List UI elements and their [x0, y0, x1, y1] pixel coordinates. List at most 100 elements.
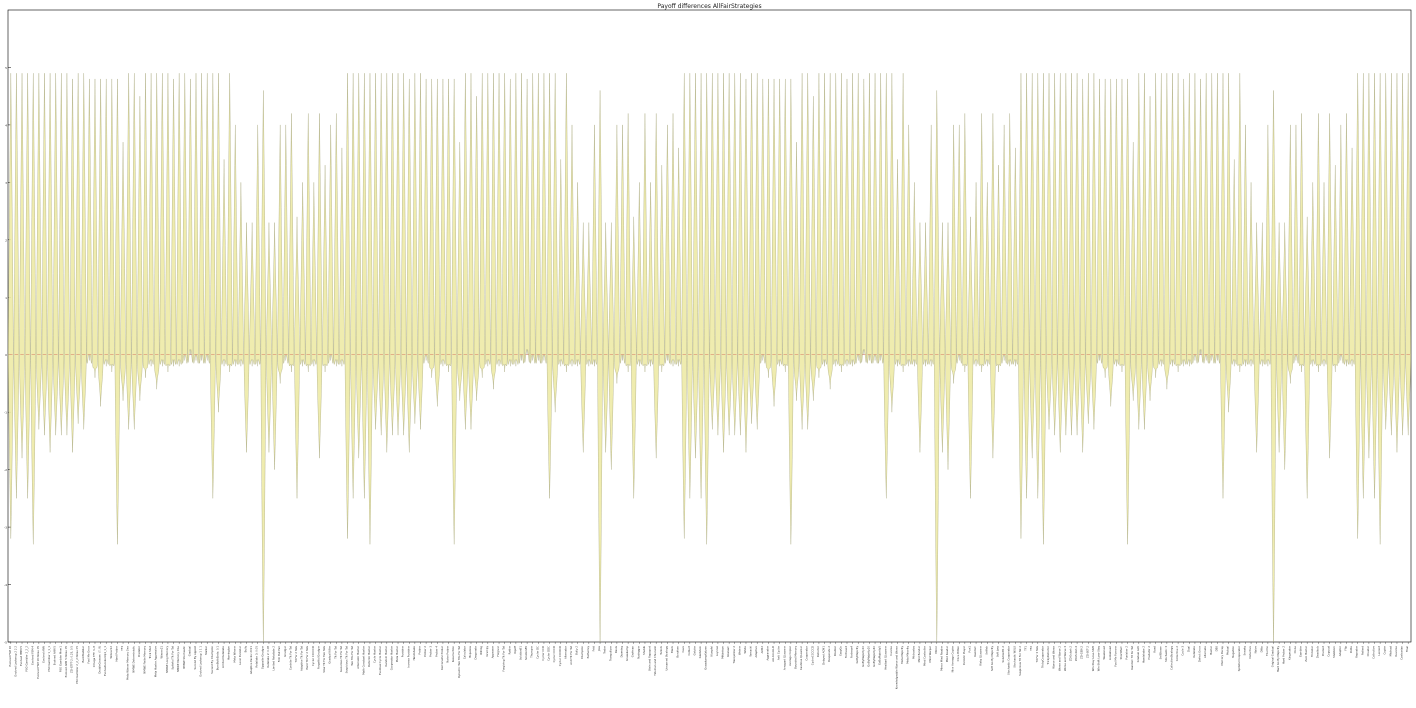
violin-body: [473, 96, 480, 401]
x-tick-label: Meta Winner Memory One: [126, 646, 130, 680]
violin-body: [8, 73, 14, 539]
violin-body: [170, 78, 177, 367]
violin-body: [844, 78, 850, 367]
violin-body: [670, 113, 676, 367]
violin-body: [1152, 73, 1159, 378]
x-tick-label: Rowsam: [726, 646, 730, 657]
x-tick-label: Prudent: [1321, 646, 1325, 656]
violin-body: [1091, 73, 1097, 430]
x-tick-label: Gradual Anti: [1136, 646, 1140, 663]
x-tick-label: Cycler CCCDCD: [558, 646, 562, 666]
x-tick-label: Gradual Killer: [328, 645, 332, 664]
violin-body: [995, 165, 1002, 372]
violin-body: [597, 90, 603, 643]
x-tick-label: Meta Majority: [900, 646, 904, 664]
x-tick-label: Worse and Worse: [1052, 646, 1056, 669]
x-tick-label: Tranquilizer 2: [732, 646, 736, 664]
violin-body: [19, 73, 25, 459]
violin-body: [131, 73, 137, 430]
x-tick-label: BackStabber: [81, 645, 85, 662]
violin-body: [142, 73, 149, 378]
x-tick-label: Soft Joss: [996, 645, 1000, 657]
violin-body: [1158, 73, 1164, 367]
x-tick-label: Negation: [1231, 646, 1235, 658]
x-tick-label: Repeater: [1355, 645, 1359, 658]
x-tick-label: Periodic Player: [962, 645, 966, 665]
violin-body: [243, 222, 250, 453]
x-tick-label: Adaptive Tit For Tat: [300, 646, 304, 671]
violin-body: [1220, 73, 1226, 499]
violin-body: [776, 78, 783, 367]
x-tick-label: NMWE Finite Memory: [142, 646, 146, 674]
x-tick-label: TF2: [1029, 646, 1033, 651]
violin-body: [1248, 182, 1254, 367]
x-tick-label: Black: [670, 646, 674, 654]
violin-body: [1012, 147, 1019, 367]
violin-body: [277, 124, 283, 384]
violin-body: [299, 182, 306, 367]
x-tick-label: Meta Winner: [232, 645, 236, 662]
x-tick-label: Retaliate: [1192, 646, 1196, 658]
x-tick-label: Bully: [244, 646, 248, 653]
violin-body: [720, 73, 727, 453]
x-tick-label: Gradual: [187, 646, 191, 657]
x-tick-label: Hard Prober 2: [1282, 646, 1286, 664]
violin-body: [165, 73, 171, 372]
x-tick-label: Delayed AON1: [822, 646, 826, 665]
violin-body: [805, 73, 811, 430]
violin-body: [176, 73, 182, 367]
y-tick-label: -5: [4, 641, 7, 645]
x-tick-label: Evolved FSM 4: [30, 646, 34, 665]
violin-body: [1057, 73, 1063, 453]
violin-body: [619, 124, 626, 364]
violin-body: [726, 73, 732, 436]
x-tick-label: Clone: [1293, 646, 1297, 654]
x-tick-label: Prober 4: [434, 646, 438, 657]
x-tick-label: NMWE Long Memory: [165, 646, 169, 673]
x-tick-label: Naive: [1254, 646, 1258, 654]
violin-body: [939, 222, 946, 453]
x-tick-label: GoByMajority20: [866, 646, 870, 667]
violin-body: [1343, 113, 1350, 367]
violin-body: [30, 73, 36, 545]
x-tick-label: Davis: [614, 645, 618, 653]
x-tick-label: Contrarian: [1400, 646, 1404, 660]
x-tick-label: DBS: [1214, 646, 1218, 652]
x-tick-label: Stalker: [204, 645, 208, 655]
x-tick-label: PSO Gambler Mem1: [58, 646, 62, 672]
x-tick-label: Evolved ANN 5: [53, 646, 57, 666]
x-tick-label: Evolved FSM 16 Noise 05: [36, 646, 40, 679]
violin-body: [760, 78, 766, 364]
x-tick-label: Final: [1405, 646, 1409, 652]
x-tick-label: Patient: [1360, 646, 1364, 655]
x-tick-label: Suspicious Tit For Tat: [345, 646, 349, 673]
violin-body: [81, 73, 87, 430]
x-tick-label: GoByMajority: [855, 646, 859, 664]
violin-body: [636, 182, 643, 367]
violin-body: [333, 113, 340, 367]
violin-body: [675, 147, 682, 367]
violin-body: [109, 78, 115, 372]
x-tick-label: Mirror Mind Reader: [939, 645, 943, 671]
x-tick-label: Tranquilizer: [608, 645, 612, 661]
violin-body: [1181, 78, 1187, 367]
x-tick-label: Limited Retaliate 2: [272, 646, 276, 671]
x-tick-label: EasyGo: [838, 646, 842, 656]
x-tick-label: ZD-Extort-4: [1074, 646, 1078, 662]
violin-body: [956, 124, 962, 364]
violin-body: [698, 73, 704, 499]
chart-title: Payoff differences AllFairStrategies: [657, 3, 761, 10]
x-tick-label: Resurrection: [451, 646, 455, 663]
x-tick-label: Dynamic Two Tits For Tat: [457, 646, 461, 678]
violin-body: [13, 73, 20, 499]
violin-body: [950, 124, 957, 384]
violin-body: [1371, 73, 1378, 499]
violin-body: [24, 73, 31, 499]
violin-body: [692, 73, 699, 459]
violin-body: [182, 73, 188, 364]
violin-body: [586, 222, 592, 367]
x-tick-label: TrickyCooperator: [1040, 645, 1044, 668]
violin-body: [793, 142, 800, 401]
violin-body: [1366, 73, 1372, 459]
x-tick-label: Yamachi: [749, 646, 753, 657]
